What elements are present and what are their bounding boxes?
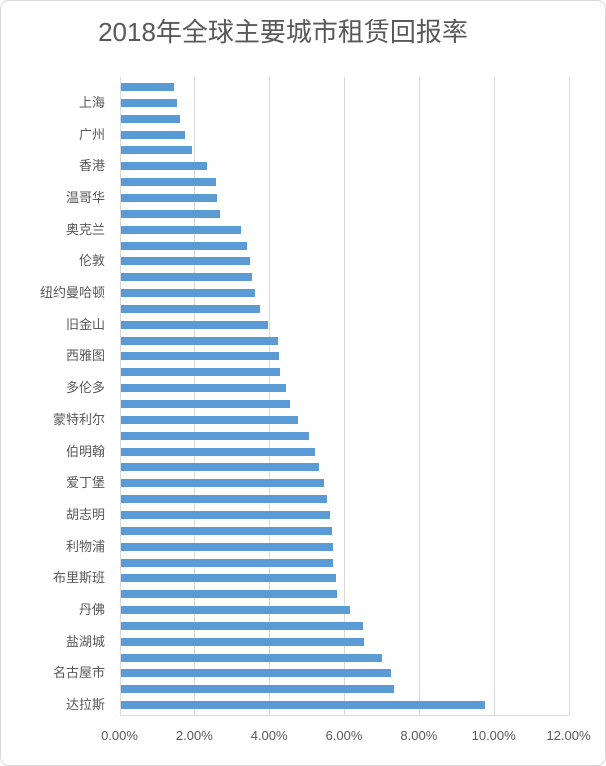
gridline bbox=[493, 77, 495, 715]
x-tick-label: 4.00% bbox=[250, 728, 288, 743]
bar bbox=[120, 495, 328, 504]
bar bbox=[120, 574, 337, 583]
category-label: 温哥华 bbox=[65, 189, 105, 205]
bar bbox=[120, 257, 250, 266]
bar bbox=[120, 98, 177, 107]
category-label: 旧金山 bbox=[65, 316, 105, 332]
category-label: 伦敦 bbox=[78, 253, 105, 269]
bar bbox=[120, 193, 217, 202]
bar bbox=[120, 241, 248, 250]
bar bbox=[120, 384, 286, 393]
bar bbox=[120, 209, 221, 218]
x-tick-label: 6.00% bbox=[325, 728, 363, 743]
bar bbox=[120, 130, 185, 139]
category-label: 奥克兰 bbox=[65, 221, 105, 237]
bar bbox=[120, 526, 332, 535]
bar bbox=[120, 701, 486, 710]
bar bbox=[120, 320, 268, 329]
bar bbox=[120, 304, 261, 313]
bar bbox=[120, 542, 334, 551]
category-label: 上海 bbox=[78, 94, 105, 110]
x-axis-line bbox=[119, 715, 569, 716]
bar bbox=[120, 510, 330, 519]
bar bbox=[120, 685, 395, 694]
x-tick-label: 12.00% bbox=[546, 728, 591, 743]
category-label: 广州 bbox=[78, 126, 105, 142]
bar bbox=[120, 463, 319, 472]
category-label: 丹佛 bbox=[78, 602, 105, 618]
category-label: 蒙特利尔 bbox=[52, 411, 105, 427]
gridline bbox=[418, 77, 420, 715]
x-tick-label: 10.00% bbox=[471, 728, 516, 743]
category-label: 西雅图 bbox=[65, 348, 105, 364]
bar bbox=[120, 669, 391, 678]
category-label: 名古屋市 bbox=[52, 665, 105, 681]
bar bbox=[120, 178, 216, 187]
category-label: 胡志明 bbox=[65, 506, 105, 522]
bar bbox=[120, 114, 180, 123]
category-label: 多伦多 bbox=[65, 380, 105, 396]
category-label: 布里斯班 bbox=[52, 570, 105, 586]
x-tick-label: 8.00% bbox=[400, 728, 438, 743]
bar bbox=[120, 447, 315, 456]
x-tick-label: 2.00% bbox=[175, 728, 213, 743]
bar bbox=[120, 368, 280, 377]
bar bbox=[120, 225, 241, 234]
gridline bbox=[119, 77, 121, 715]
category-label: 伯明翰 bbox=[65, 443, 105, 459]
category-label: 盐湖城 bbox=[65, 633, 105, 649]
category-label: 达拉斯 bbox=[65, 697, 105, 713]
bar bbox=[120, 653, 382, 662]
bar bbox=[120, 558, 334, 567]
chart-title: 2018年全球主要城市租赁回报率 bbox=[98, 17, 468, 47]
gridline bbox=[194, 77, 196, 715]
bar bbox=[120, 400, 291, 408]
bar bbox=[120, 352, 279, 361]
x-tick-label: 0.00% bbox=[101, 728, 138, 743]
bar bbox=[120, 431, 310, 440]
bar bbox=[120, 479, 324, 488]
bar bbox=[120, 162, 207, 171]
bar bbox=[120, 621, 363, 630]
bar bbox=[120, 637, 365, 646]
gridline bbox=[269, 77, 271, 715]
bar bbox=[120, 83, 174, 91]
gridline bbox=[568, 77, 570, 715]
category-label: 爱丁堡 bbox=[65, 475, 105, 491]
gridline bbox=[344, 77, 345, 715]
category-label: 纽约曼哈顿 bbox=[39, 285, 105, 301]
category-label: 香港 bbox=[78, 158, 105, 174]
category-label: 利物浦 bbox=[65, 538, 105, 554]
bar bbox=[120, 415, 299, 424]
bar bbox=[120, 146, 193, 155]
bar bbox=[120, 289, 256, 298]
bar bbox=[120, 590, 338, 599]
bar bbox=[120, 336, 278, 345]
bar bbox=[120, 606, 350, 615]
bar bbox=[120, 273, 252, 282]
